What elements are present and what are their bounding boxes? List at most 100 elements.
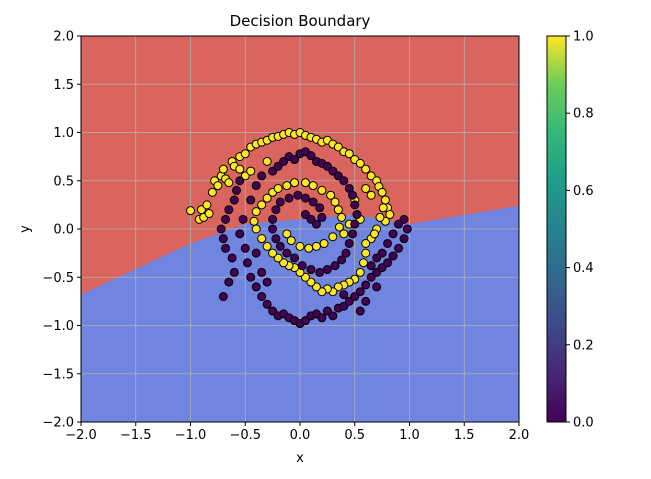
data-point-class-0	[262, 299, 272, 309]
data-point-class-1	[286, 236, 296, 246]
data-point-class-1	[317, 185, 327, 195]
data-point-class-1	[311, 241, 321, 251]
data-point-class-1	[361, 248, 371, 258]
data-point-class-0	[221, 214, 231, 224]
data-point-class-1	[366, 190, 376, 200]
data-point-class-1	[333, 205, 343, 215]
data-point-class-1	[186, 206, 195, 216]
y-tick-label: −0.5	[42, 271, 74, 286]
data-point-class-1	[319, 238, 329, 248]
x-tick-label: 1.5	[454, 428, 475, 443]
data-point-class-0	[315, 203, 325, 213]
data-point-class-0	[322, 265, 332, 275]
data-point-class-0	[246, 195, 256, 205]
data-point-class-0	[317, 313, 327, 323]
data-point-class-0	[306, 151, 316, 161]
data-point-class-0	[290, 253, 300, 263]
data-point-class-1	[355, 158, 365, 168]
data-point-class-0	[352, 210, 362, 220]
data-point-class-1	[249, 216, 259, 226]
data-point-class-1	[344, 149, 354, 159]
data-point-class-0	[284, 193, 294, 203]
data-point-class-0	[372, 253, 382, 263]
data-point-class-0	[297, 261, 307, 271]
data-point-class-0	[348, 190, 358, 200]
x-tick-label: 2.0	[509, 428, 530, 443]
data-point-class-1	[204, 209, 214, 219]
x-tick-label: 1.0	[399, 428, 420, 443]
data-point-class-1	[251, 224, 261, 234]
colorbar-ticks: 0.0 0.2 0.4 0.6 0.8 1.0	[566, 30, 594, 431]
data-point-class-0	[339, 290, 349, 300]
data-point-class-0	[372, 282, 382, 292]
data-point-class-0	[268, 224, 278, 234]
data-point-class-0	[361, 280, 371, 290]
y-tick-label: 1.5	[53, 78, 74, 93]
data-point-class-1	[282, 181, 292, 191]
data-point-class-0	[257, 292, 267, 302]
data-point-class-0	[251, 181, 261, 191]
data-point-class-1	[235, 164, 245, 174]
data-point-class-0	[394, 219, 404, 229]
data-point-class-0	[348, 229, 358, 239]
data-point-class-0	[235, 229, 245, 239]
colorbar-tick-label: 0.6	[573, 184, 594, 199]
data-point-class-1	[355, 267, 365, 277]
data-point-class-0	[350, 219, 360, 229]
colorbar-tick-label: 1.0	[573, 30, 594, 45]
data-point-class-1	[378, 203, 388, 213]
data-point-class-1	[246, 166, 256, 176]
colorbar-tick-label: 0.2	[573, 338, 594, 353]
data-point-class-0	[229, 195, 239, 205]
data-point-class-0	[235, 176, 245, 186]
data-point-class-0	[394, 243, 404, 253]
colorbar-tick-label: 0.0	[573, 416, 594, 431]
data-point-class-0	[257, 267, 267, 277]
data-point-class-0	[317, 212, 327, 222]
scatter-points	[186, 128, 412, 329]
data-point-class-0	[268, 214, 278, 224]
data-point-class-0	[227, 253, 237, 263]
data-point-class-1	[359, 258, 369, 268]
data-point-class-1	[380, 195, 390, 205]
data-point-class-0	[282, 248, 292, 258]
data-point-class-0	[315, 267, 325, 277]
x-axis-ticks: −2.0 −1.5 −1.0 −0.5 0.0 0.5 1.0 1.5 2.0	[65, 422, 529, 443]
data-point-class-1	[326, 190, 336, 200]
data-point-class-0	[240, 243, 250, 253]
data-point-class-0	[402, 224, 412, 234]
data-point-class-1	[262, 156, 272, 166]
data-point-class-1	[334, 222, 344, 232]
data-point-class-1	[304, 243, 314, 253]
data-point-class-1	[339, 229, 349, 239]
y-tick-label: 1.0	[53, 126, 74, 141]
data-point-class-0	[242, 258, 252, 268]
x-tick-label: 0.5	[344, 428, 365, 443]
data-point-class-0	[300, 210, 310, 220]
data-point-class-0	[251, 282, 261, 292]
data-point-class-0	[275, 197, 285, 207]
y-tick-label: 2.0	[53, 30, 74, 45]
data-point-class-1	[328, 232, 338, 242]
data-point-class-1	[330, 197, 340, 207]
data-point-class-0	[344, 238, 354, 248]
data-point-class-0	[218, 234, 228, 244]
data-point-class-1	[273, 183, 283, 193]
data-point-class-0	[290, 155, 300, 165]
data-point-class-1	[377, 187, 387, 197]
colorbar-tick-label: 0.4	[573, 261, 594, 276]
data-point-class-0	[251, 248, 261, 258]
data-point-class-1	[308, 181, 318, 191]
data-point-class-0	[275, 241, 285, 251]
data-point-class-0	[341, 248, 351, 258]
data-point-class-0	[271, 205, 281, 215]
data-point-class-0	[221, 243, 231, 253]
data-point-class-0	[350, 200, 360, 210]
y-tick-label: −1.0	[42, 319, 74, 334]
data-point-class-1	[268, 248, 278, 258]
data-point-class-0	[383, 258, 393, 268]
data-point-class-0	[361, 296, 371, 306]
data-point-class-1	[224, 178, 234, 188]
colorbar	[546, 35, 567, 423]
